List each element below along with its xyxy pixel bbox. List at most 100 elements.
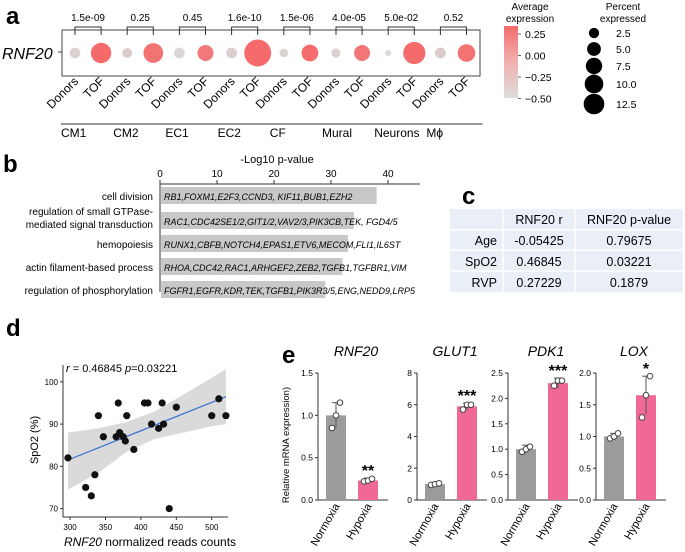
expr-colorbar-ticks: 0.25 0.00 −0.25 −0.50 xyxy=(518,29,552,106)
pct-legend-dot-0 xyxy=(588,27,600,39)
scatter-point-3 xyxy=(91,471,99,479)
dot-mural-tof xyxy=(354,45,371,61)
e-xlabel-1-0: Normoxia xyxy=(408,501,442,549)
d-xlabel: RNF20 normalized reads counts xyxy=(64,535,236,549)
e-point-3-1-1 xyxy=(642,391,650,399)
e-ylabel: Relative mRNA expression) xyxy=(281,387,292,503)
dot-ec2-tof xyxy=(244,39,272,67)
pct-legend: 2.5 5.0 7.5 10.0 12.5 xyxy=(583,27,637,115)
dot-mϕ-tof xyxy=(457,44,476,62)
table-cell-1-1: 0.46845 xyxy=(516,255,561,269)
e-xlabel-2-0: Normoxia xyxy=(499,501,533,549)
e-tick-label-1-1: 2 xyxy=(407,463,412,473)
panel-label-a: a xyxy=(6,3,20,30)
b-tick-label-2: 20 xyxy=(268,169,280,180)
e-point-3-1-0 xyxy=(638,414,646,421)
panel-a-gene-label: RNF20 xyxy=(2,46,53,63)
pct-legend-dot-2 xyxy=(585,57,603,75)
expr-tick-label-2: −0.25 xyxy=(525,72,552,84)
e-bar-3-normoxia xyxy=(604,436,624,500)
scatter-point-18 xyxy=(159,420,168,428)
e-point-0-0-1 xyxy=(332,412,340,419)
e-bar-3-hypoxia xyxy=(636,395,656,500)
e-title-0: RNF20 xyxy=(334,343,379,359)
dot-mural-donors xyxy=(331,48,341,58)
panel-label-e: e xyxy=(282,342,295,369)
b-gene-list-0: RB1,FOXM1,E2F3,CCND3, KIF11,BUB1,EZH2 xyxy=(164,192,352,202)
b-gene-list-2: RUNX1,CBFB,NOTCH4,EPAS1,ETV6,MECOM,FLI1,… xyxy=(164,240,402,250)
b-axis-ticks: 0 10 20 30 40 xyxy=(157,169,394,184)
dot-ec1-tof xyxy=(197,45,214,61)
table-header-2: RNF20 p-value xyxy=(587,213,671,227)
b-gene-list-4: FGFR1,EGFR,KDR,TEK,TGFB1,PIK3R3/5,ENG,NE… xyxy=(164,286,416,296)
dot-neurons-donors xyxy=(385,49,392,57)
pct-legend-label-1: 5.0 xyxy=(616,44,631,56)
scatter-point-5 xyxy=(99,433,107,441)
panel-e-qpcr-bars: Relative mRNA expression) RNF20 0.0 0.5 1.0… xyxy=(281,343,666,548)
bracket-group-5 xyxy=(335,26,363,35)
e-point-2-1-2 xyxy=(558,377,566,384)
e-bar-0-hypoxia xyxy=(358,480,378,500)
b-tick-label-3: 30 xyxy=(325,169,337,180)
expr-tick-label-1: 0.00 xyxy=(525,51,546,63)
scatter-point-19 xyxy=(165,504,173,513)
scatter-point-22 xyxy=(215,395,223,403)
e-point-0-0-0 xyxy=(328,424,336,432)
d-xtick-label-1: 350 xyxy=(99,523,113,532)
group-label-group-7: Mϕ xyxy=(426,126,443,140)
scatter-point-17 xyxy=(158,399,166,407)
panel-label-c: c xyxy=(462,183,475,210)
group-label-group-4: CF xyxy=(270,126,286,140)
expr-tick-label-3: −0.50 xyxy=(525,94,552,106)
table-cell-0-0: Age xyxy=(475,234,497,248)
e-title-1: GLUT1 xyxy=(432,343,477,359)
e-point-2-1-0 xyxy=(550,382,558,390)
b-gene-list-3: RHOA,CDC42,RAC1,ARHGEF2,ZEB2,TGFB1,TGFBR… xyxy=(164,263,407,273)
group-label-group-1: CM2 xyxy=(113,126,139,140)
d-ylabel: SpO2 (%) xyxy=(29,416,41,464)
b-term-4: regulation of phosphorylation xyxy=(25,286,153,297)
e-significance-0: ** xyxy=(362,463,375,480)
scatter-point-7 xyxy=(114,399,122,407)
table-cell-0-2: 0.79675 xyxy=(606,234,651,248)
pvalue-group-1: 0.25 xyxy=(131,13,151,24)
group-label-group-3: EC2 xyxy=(218,126,242,140)
group-label-group-2: EC1 xyxy=(165,126,189,140)
e-chart-glut1: GLUT1 0 2 4 6 8 Normoxia Hypoxia *** xyxy=(407,343,487,548)
table-cell-1-0: SpO2 xyxy=(465,255,497,269)
scatter-points xyxy=(64,395,230,513)
expr-legend-title-1: Average xyxy=(511,2,549,13)
dot-cm2-tof xyxy=(143,43,164,63)
dot-cm2-donors xyxy=(122,48,133,58)
table-cell-0-1: -0.05425 xyxy=(514,234,563,248)
pvalue-group-6: 5.0e-02 xyxy=(384,13,418,24)
e-tick-label-2-1: 0.5 xyxy=(491,470,503,480)
e-xlabel-1-1: Hypoxia xyxy=(443,501,474,542)
e-tick-label-3-3: 1.5 xyxy=(579,400,591,410)
e-xlabel-3-1: Hypoxia xyxy=(622,501,653,542)
pct-legend-label-2: 7.5 xyxy=(616,61,631,73)
pvalue-group-3: 1.6e-10 xyxy=(228,13,262,24)
b-gene-list-1: RAC1,CDC42SE1/2,GIT1/2,VAV2/3,PIK3CB,TEK… xyxy=(164,217,399,227)
expr-tick-label-0: 0.25 xyxy=(525,29,546,41)
d-ytick-label-2: 90 xyxy=(49,420,58,429)
pct-legend-label-3: 10.0 xyxy=(616,79,637,91)
dotplot-group-labels: CM1 CM2 EC1 EC2 CF Mural Neurons Mϕ xyxy=(61,123,483,140)
e-point-2-0-2 xyxy=(526,443,534,450)
dot-cf-donors xyxy=(279,48,289,58)
table-cells: RNF20 r RNF20 p-value Age -0.05425 0.79675 Sp… xyxy=(465,213,671,290)
pvalue-group-4: 1.5e-06 xyxy=(280,13,314,24)
group-label-group-6: Neurons xyxy=(374,126,419,140)
e-tick-label-3-2: 1.0 xyxy=(579,432,591,442)
dot-ec1-donors xyxy=(174,47,185,59)
table-cell-1-2: 0.03221 xyxy=(606,255,651,269)
scatter-point-10 xyxy=(121,437,129,445)
b-tick-label-4: 40 xyxy=(382,169,394,180)
e-point-1-0-2 xyxy=(435,480,443,487)
e-xlabel-2-1: Hypoxia xyxy=(534,501,565,542)
condition-label-group-7-1: TOF xyxy=(446,74,473,101)
e-point-1-1-2 xyxy=(467,401,475,409)
panel-label-b: b xyxy=(3,151,18,178)
e-significance-3: * xyxy=(643,361,650,378)
